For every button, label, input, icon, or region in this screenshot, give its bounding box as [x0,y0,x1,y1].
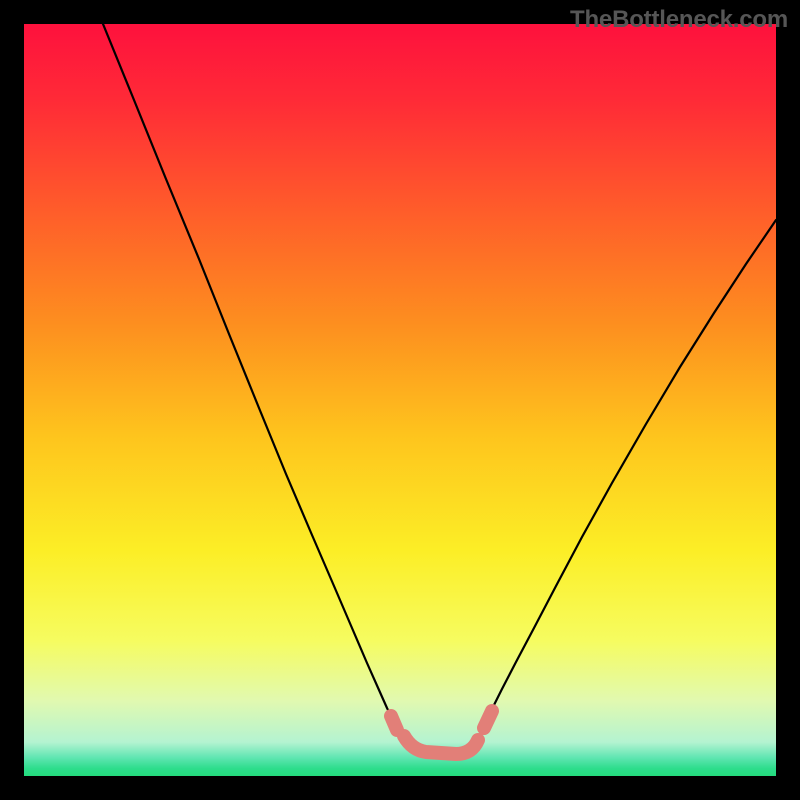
canvas-root: TheBottleneck.com [0,0,800,800]
plot-background [24,24,776,776]
plot-area [24,24,776,776]
plot-svg [24,24,776,776]
watermark-text: TheBottleneck.com [570,6,788,34]
